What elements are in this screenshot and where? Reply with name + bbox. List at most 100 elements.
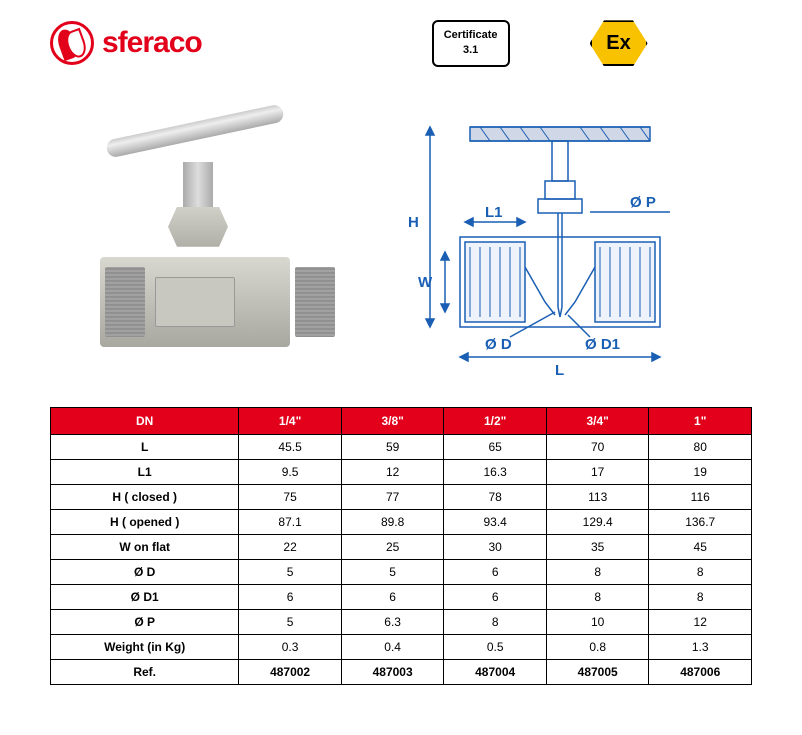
cell-value: 65 xyxy=(444,434,547,459)
row-label: Ø D xyxy=(51,559,239,584)
cell-value: 5 xyxy=(239,609,342,634)
cell-value: 0.5 xyxy=(444,634,547,659)
table-row: H ( closed )757778113116 xyxy=(51,484,752,509)
cell-value: 6.3 xyxy=(341,609,444,634)
cell-value: 5 xyxy=(341,559,444,584)
valve-nut xyxy=(168,207,228,247)
valve-plate xyxy=(155,277,235,327)
table-row: L45.559657080 xyxy=(51,434,752,459)
cell-value: 487006 xyxy=(649,659,752,684)
cell-value: 6 xyxy=(444,584,547,609)
col-header-dn: DN xyxy=(51,407,239,434)
row-label: Ø D1 xyxy=(51,584,239,609)
table-row: W on flat2225303545 xyxy=(51,534,752,559)
table-row: Ø D166688 xyxy=(51,584,752,609)
row-label: H ( opened ) xyxy=(51,509,239,534)
valve-stem xyxy=(183,162,213,212)
cell-value: 93.4 xyxy=(444,509,547,534)
dim-l1: L1 xyxy=(485,204,503,221)
cell-value: 8 xyxy=(546,584,649,609)
spec-table: DN1/4"3/8"1/2"3/4"1" L45.559657080L19.51… xyxy=(50,407,752,685)
cell-value: 10 xyxy=(546,609,649,634)
valve-handle xyxy=(105,103,285,158)
col-header-size: 3/4" xyxy=(546,407,649,434)
dim-w: W xyxy=(418,274,433,291)
row-label: W on flat xyxy=(51,534,239,559)
cell-value: 12 xyxy=(649,609,752,634)
valve-thread-left xyxy=(105,267,145,337)
row-label: Ø P xyxy=(51,609,239,634)
cell-value: 116 xyxy=(649,484,752,509)
cell-value: 487003 xyxy=(341,659,444,684)
table-row: Ø D55688 xyxy=(51,559,752,584)
cell-value: 59 xyxy=(341,434,444,459)
cell-value: 87.1 xyxy=(239,509,342,534)
dim-l: L xyxy=(555,362,564,377)
dim-d: Ø D xyxy=(485,336,512,353)
cell-value: 487004 xyxy=(444,659,547,684)
cell-value: 8 xyxy=(444,609,547,634)
cell-value: 70 xyxy=(546,434,649,459)
spec-table-wrap: DN1/4"3/8"1/2"3/4"1" L45.559657080L19.51… xyxy=(0,397,802,715)
col-header-size: 1/2" xyxy=(444,407,547,434)
cell-value: 78 xyxy=(444,484,547,509)
row-label: Weight (in Kg) xyxy=(51,634,239,659)
row-label: L xyxy=(51,434,239,459)
cell-value: 22 xyxy=(239,534,342,559)
technical-diagram: H L1 Ø P W Ø D Ø D1 L xyxy=(390,97,710,377)
cell-value: 8 xyxy=(546,559,649,584)
ex-label: Ex xyxy=(606,32,630,55)
cell-value: 35 xyxy=(546,534,649,559)
cell-value: 5 xyxy=(239,559,342,584)
row-label: L1 xyxy=(51,459,239,484)
cell-value: 30 xyxy=(444,534,547,559)
certificate-badge: Certificate 3.1 xyxy=(432,20,510,67)
cell-value: 0.8 xyxy=(546,634,649,659)
brand-logo-text: sferaco xyxy=(102,26,202,60)
table-row: L19.51216.31719 xyxy=(51,459,752,484)
ex-badge: Ex xyxy=(590,20,648,66)
cell-value: 129.4 xyxy=(546,509,649,534)
cell-value: 45 xyxy=(649,534,752,559)
cert-line1: Certificate xyxy=(444,28,498,43)
cell-value: 12 xyxy=(341,459,444,484)
dim-p: Ø P xyxy=(630,194,656,211)
cell-value: 136.7 xyxy=(649,509,752,534)
row-label: H ( closed ) xyxy=(51,484,239,509)
dim-h: H xyxy=(408,214,419,231)
cell-value: 25 xyxy=(341,534,444,559)
valve-photo xyxy=(50,97,350,377)
figure-row: H L1 Ø P W Ø D Ø D1 L xyxy=(0,77,802,397)
cell-value: 8 xyxy=(649,559,752,584)
cell-value: 0.4 xyxy=(341,634,444,659)
cell-value: 113 xyxy=(546,484,649,509)
cert-line2: 3.1 xyxy=(444,43,498,58)
header-row: sferaco Certificate 3.1 Ex xyxy=(0,0,802,77)
cell-value: 8 xyxy=(649,584,752,609)
cell-value: 0.3 xyxy=(239,634,342,659)
col-header-size: 1/4" xyxy=(239,407,342,434)
cell-value: 45.5 xyxy=(239,434,342,459)
dim-d1: Ø D1 xyxy=(585,336,620,353)
cell-value: 6 xyxy=(444,559,547,584)
cell-value: 9.5 xyxy=(239,459,342,484)
cell-value: 75 xyxy=(239,484,342,509)
table-row: Ø P56.381012 xyxy=(51,609,752,634)
col-header-size: 3/8" xyxy=(341,407,444,434)
row-label: Ref. xyxy=(51,659,239,684)
cell-value: 487005 xyxy=(546,659,649,684)
cell-value: 89.8 xyxy=(341,509,444,534)
cell-value: 77 xyxy=(341,484,444,509)
col-header-size: 1" xyxy=(649,407,752,434)
cell-value: 80 xyxy=(649,434,752,459)
table-row: H ( opened )87.189.893.4129.4136.7 xyxy=(51,509,752,534)
brand-logo-icon xyxy=(50,21,94,65)
cell-value: 19 xyxy=(649,459,752,484)
cell-value: 1.3 xyxy=(649,634,752,659)
cell-value: 17 xyxy=(546,459,649,484)
table-row: Weight (in Kg)0.30.40.50.81.3 xyxy=(51,634,752,659)
cell-value: 6 xyxy=(341,584,444,609)
valve-thread-right xyxy=(295,267,335,337)
cell-value: 6 xyxy=(239,584,342,609)
table-row: Ref.487002487003487004487005487006 xyxy=(51,659,752,684)
